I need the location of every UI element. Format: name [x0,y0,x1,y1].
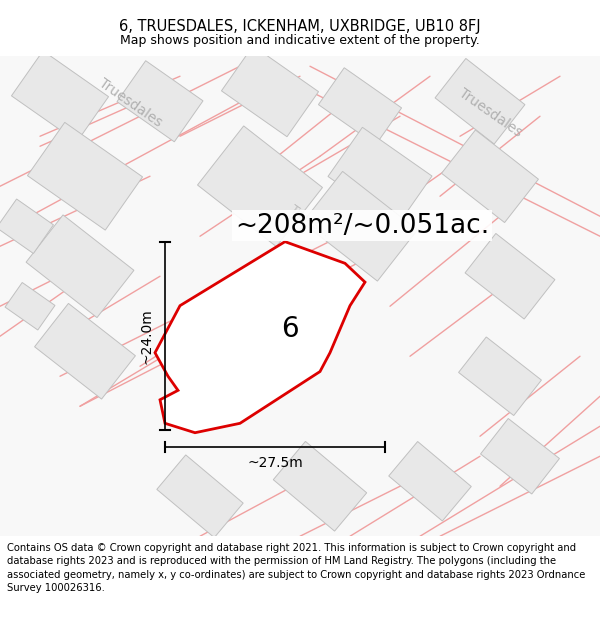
Polygon shape [197,126,322,247]
Text: ~208m²/~0.051ac.: ~208m²/~0.051ac. [235,213,489,239]
Polygon shape [328,127,432,225]
Polygon shape [155,242,365,432]
Text: 6: 6 [281,315,299,343]
Polygon shape [11,51,109,142]
Polygon shape [442,130,538,222]
Polygon shape [0,56,600,536]
Text: Truesdales: Truesdales [96,76,164,130]
Text: ~24.0m: ~24.0m [140,308,154,364]
Polygon shape [117,61,203,142]
Polygon shape [302,171,418,281]
Polygon shape [319,68,401,145]
Text: Map shows position and indicative extent of the property.: Map shows position and indicative extent… [120,34,480,47]
Polygon shape [26,215,134,318]
Polygon shape [157,455,243,538]
Polygon shape [0,199,53,254]
Polygon shape [221,46,319,137]
Polygon shape [35,303,136,399]
Text: Trues…: Trues… [287,202,332,239]
Polygon shape [481,419,559,494]
Text: Truesdales: Truesdales [456,86,524,139]
Polygon shape [28,122,143,230]
Polygon shape [458,337,541,416]
Polygon shape [273,441,367,531]
Text: Contains OS data © Crown copyright and database right 2021. This information is : Contains OS data © Crown copyright and d… [7,543,586,592]
Polygon shape [5,282,55,330]
Text: 6, TRUESDALES, ICKENHAM, UXBRIDGE, UB10 8FJ: 6, TRUESDALES, ICKENHAM, UXBRIDGE, UB10 … [119,19,481,34]
Polygon shape [465,234,555,319]
Polygon shape [435,59,525,144]
Text: ~27.5m: ~27.5m [247,456,303,470]
Polygon shape [389,441,471,521]
